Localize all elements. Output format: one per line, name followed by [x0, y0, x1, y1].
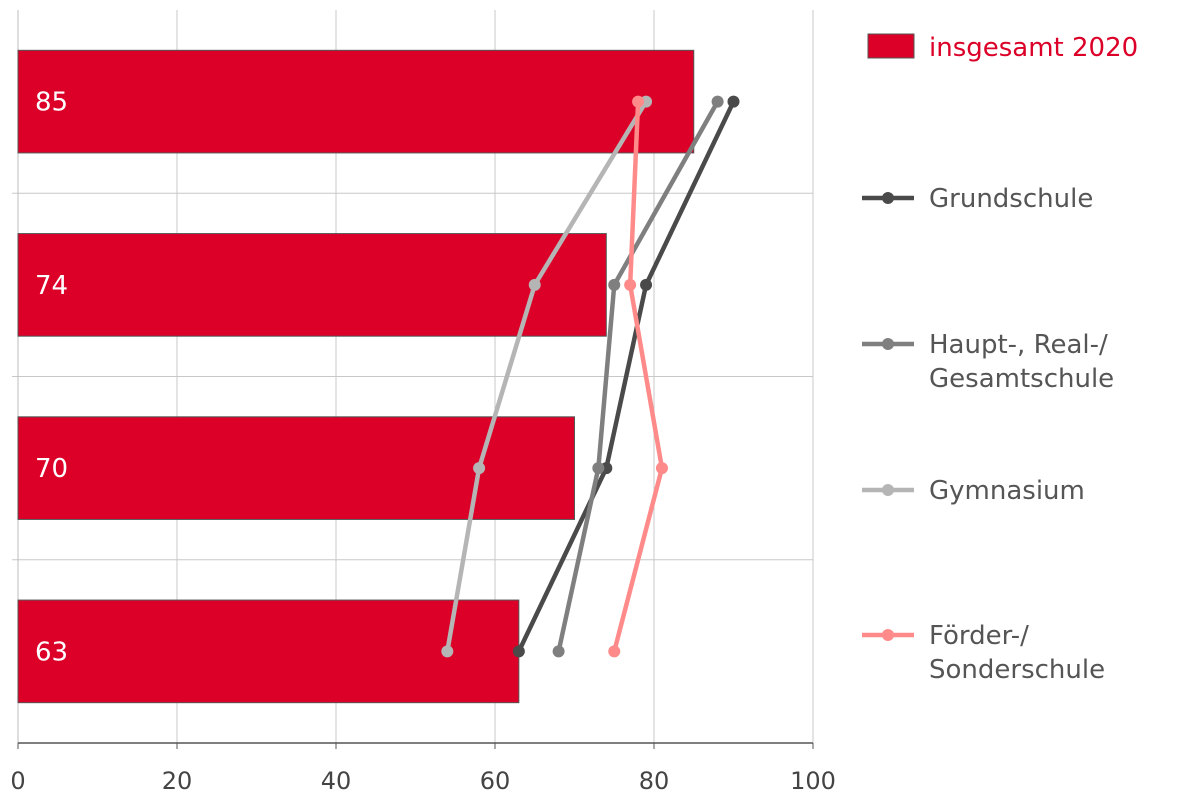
bar-value-label: 70 [35, 454, 68, 484]
x-tick-label: 100 [790, 767, 836, 792]
legend-label-series-3: Gymnasium [929, 476, 1085, 506]
series-3-line [445, 100, 648, 652]
legend-swatch-insgesamt-2020 [867, 33, 915, 59]
bar-value-label: 85 [35, 88, 68, 118]
legend-label-series-2: Haupt-, Real-/ [929, 330, 1108, 360]
series-4-point [655, 462, 668, 475]
legend-label-insgesamt-2020: insgesamt 2020 [929, 33, 1138, 63]
series-1-point [640, 278, 653, 291]
series-2-line [556, 100, 720, 652]
series-4-point [632, 95, 645, 108]
bar-63 [17, 599, 520, 704]
series-1-line [516, 100, 736, 653]
lines [441, 95, 740, 658]
series-1-point [512, 645, 525, 658]
legend-marker-series-3 [882, 484, 894, 496]
x-tick-label: 40 [321, 767, 352, 792]
bar-74 [17, 233, 607, 337]
x-tick-label: 20 [162, 767, 193, 792]
bar-85 [17, 49, 695, 154]
series-3-point [441, 645, 454, 658]
series-2-point [608, 278, 621, 291]
x-tick-label: 80 [639, 767, 670, 792]
x-tick-label: 0 [10, 767, 25, 792]
legend-marker-series-1 [882, 192, 894, 204]
legend-marker-series-2 [882, 338, 894, 350]
legend-marker-series-4 [882, 629, 894, 641]
series-2-point [552, 645, 565, 658]
series-1-point [727, 95, 740, 108]
x-tick-label: 60 [480, 767, 511, 792]
series-4-line [612, 101, 665, 652]
series-4-point [624, 278, 637, 291]
series-2-point [592, 462, 605, 475]
bar-value-label: 74 [35, 271, 68, 301]
legend-label-series-1: Grundschule [929, 184, 1093, 214]
legend-label-series-4: Sonderschule [929, 655, 1105, 685]
legend-label-series-4: Förder-/ [929, 621, 1029, 651]
series-2-point [711, 95, 724, 108]
series-3-point [473, 462, 486, 475]
legend-label-series-2: Gesamtschule [929, 364, 1114, 394]
bar-value-label: 63 [35, 637, 68, 667]
series-3-point [528, 278, 541, 291]
legend: insgesamt 2020 Grundschule Haupt-, Real-/… [862, 33, 1138, 685]
series-4-point [608, 645, 621, 658]
x-axis: 0 20 40 60 80 100 [10, 742, 836, 792]
